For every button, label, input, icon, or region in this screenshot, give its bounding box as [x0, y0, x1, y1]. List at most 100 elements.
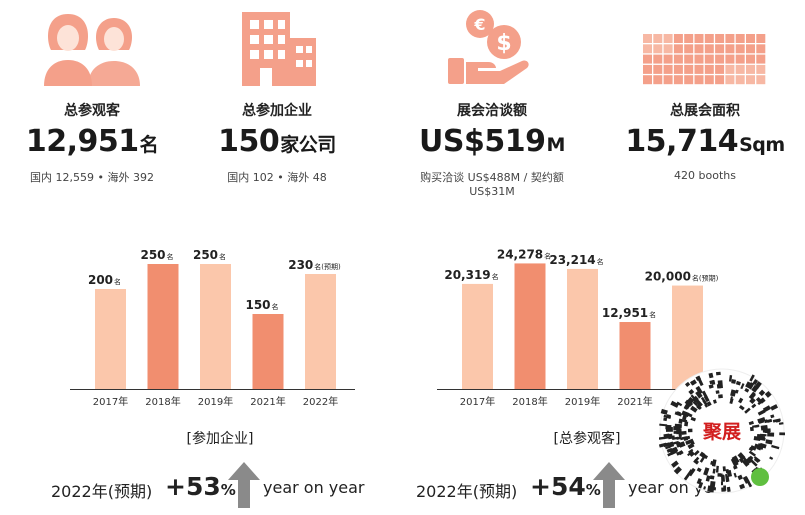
- bar: [567, 268, 598, 389]
- grid-cell: [746, 64, 755, 74]
- grid-cell: [725, 44, 735, 54]
- qr-dot: [683, 436, 689, 441]
- qr-dot: [742, 459, 750, 467]
- qr-dot: [738, 405, 745, 411]
- qr-dot: [704, 403, 709, 408]
- data-unit: 名: [597, 257, 604, 266]
- qr-dot: [722, 466, 726, 472]
- grid-cell: [725, 75, 735, 85]
- qr-dot: [759, 397, 766, 404]
- qr-dot: [659, 423, 668, 427]
- qr-dot: [695, 385, 703, 395]
- qr-dot: [717, 473, 722, 477]
- qr-dot: [710, 486, 715, 493]
- qr-dot: [737, 474, 743, 481]
- qr-dot: [715, 371, 721, 376]
- qr-dot: [665, 445, 671, 450]
- grid-cell: [756, 34, 766, 43]
- qr-dot: [748, 455, 754, 461]
- grid-cell: [704, 64, 714, 74]
- grid-cell: [725, 54, 735, 64]
- stat-label: 展会洽谈额: [457, 103, 527, 119]
- bar: [462, 283, 493, 389]
- grid-cell: [684, 75, 694, 85]
- qr-dot: [730, 389, 737, 397]
- qr-dot: [725, 468, 730, 474]
- qr-dot: [670, 400, 679, 408]
- yoy-visitors: 2022年(预期) +54% year on year: [416, 462, 746, 508]
- qr-dot: [726, 486, 731, 492]
- qr-dot: [687, 450, 694, 457]
- grid-cell: [756, 44, 766, 54]
- grid-cell: [673, 54, 683, 64]
- qr-dot: [779, 432, 786, 436]
- qr-dot: [660, 408, 668, 415]
- qr-dot: [705, 475, 711, 482]
- grid-cell: [653, 75, 663, 85]
- qr-dot: [706, 401, 712, 407]
- qr-dot: [755, 397, 762, 403]
- data-unit: 名: [219, 252, 226, 261]
- tick-label: 2021年: [617, 395, 652, 408]
- svg-text:$: $: [496, 31, 511, 56]
- qr-dot: [678, 441, 686, 448]
- qr-dot: [699, 451, 706, 458]
- grid-cell: [694, 75, 704, 85]
- qr-dot: [735, 380, 741, 386]
- tick-label: 2019年: [198, 395, 233, 408]
- grid-cell: [694, 64, 704, 74]
- grid-cell: [673, 44, 683, 54]
- grid-cell: [673, 75, 683, 85]
- data-unit: 名(预期): [314, 262, 341, 271]
- qr-dot: [778, 422, 784, 425]
- stat-value: US$519M: [419, 124, 565, 159]
- qr-dot: [728, 374, 733, 382]
- qr-dot: [681, 430, 687, 435]
- grid-cell: [653, 34, 663, 43]
- data-unit: 名: [492, 272, 499, 281]
- qr-dot: [678, 450, 684, 456]
- qr-dot: [676, 401, 683, 407]
- qr-dot: [696, 467, 702, 473]
- qr-dot: [758, 389, 766, 397]
- qr-code[interactable]: 聚展: [657, 367, 786, 495]
- svg-text:€: €: [473, 15, 485, 34]
- stat-value: 15,714Sqm: [625, 124, 785, 159]
- qr-dot: [676, 429, 682, 435]
- grid-cell: [704, 75, 714, 85]
- stat-sub: 国内 12,559 • 海外 392: [30, 171, 154, 184]
- grid-cell: [735, 64, 745, 74]
- stat-label: 总参观客: [64, 103, 120, 119]
- qr-dot: [748, 391, 756, 400]
- grid-cell: [715, 44, 725, 54]
- qr-dot: [729, 398, 734, 404]
- qr-dot: [733, 472, 737, 478]
- grid-cell: [725, 64, 735, 74]
- grid-cell: [673, 64, 683, 74]
- qr-dot: [687, 396, 695, 404]
- qr-dot: [692, 400, 699, 407]
- qr-dot: [740, 383, 745, 390]
- qr-dot: [708, 384, 714, 389]
- qr-dot: [757, 409, 766, 416]
- stat-sub: 购买洽谈 US$488M / 契约额 US$31M: [420, 171, 564, 198]
- grid-cell: [643, 75, 652, 85]
- grid-cell: [735, 44, 745, 54]
- grid-cell: [715, 64, 725, 74]
- qr-dot: [674, 423, 682, 429]
- grid-cell: [715, 54, 725, 64]
- qr-dot: [747, 382, 755, 390]
- qr-dot: [670, 450, 678, 456]
- data-label: 12,951名: [602, 306, 656, 320]
- qr-dot: [750, 459, 758, 467]
- qr-dot: [699, 455, 706, 463]
- qr-dot: [738, 397, 744, 404]
- yoy-exhibitors: 2022年(预期) +53% year on year: [51, 462, 371, 508]
- qr-dot: [711, 459, 717, 467]
- qr-dot: [769, 456, 774, 460]
- qr-dot: [703, 467, 710, 476]
- qr-dot: [749, 397, 756, 405]
- qr-dot: [687, 428, 693, 433]
- qr-dot: [732, 465, 738, 470]
- qr-dot: [770, 414, 775, 419]
